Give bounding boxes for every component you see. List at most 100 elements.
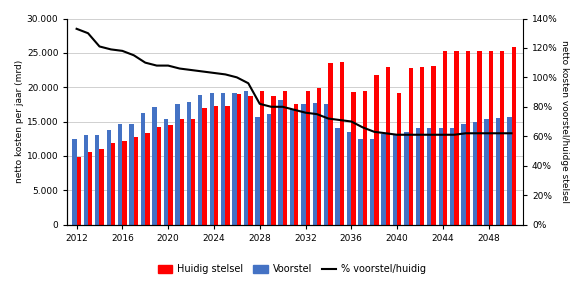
% voorstel/huidig [85, 31, 92, 35]
% voorstel/huidig [187, 68, 194, 72]
Bar [123, 141, 127, 224]
Bar [352, 92, 356, 224]
% voorstel/huidig [199, 70, 206, 73]
Bar [317, 88, 321, 224]
Bar [477, 51, 482, 224]
% voorstel/huidig [165, 64, 172, 67]
Bar [489, 51, 493, 224]
Bar [278, 100, 283, 224]
Bar [267, 114, 271, 224]
Bar [381, 134, 385, 224]
Bar [409, 68, 413, 224]
% voorstel/huidig [302, 111, 309, 114]
Bar [374, 76, 378, 224]
Bar [271, 96, 276, 224]
Bar [260, 91, 264, 224]
Bar [106, 130, 111, 224]
% voorstel/huidig [359, 126, 366, 129]
% voorstel/huidig [416, 133, 423, 136]
% voorstel/huidig [508, 132, 515, 135]
Bar [225, 106, 230, 224]
Bar [392, 134, 397, 224]
% voorstel/huidig [325, 117, 332, 120]
Y-axis label: netto kosten voorstel/huidge stelsel: netto kosten voorstel/huidge stelsel [560, 40, 569, 203]
Bar [152, 107, 157, 224]
% voorstel/huidig [234, 76, 241, 79]
Bar [99, 149, 104, 224]
% voorstel/huidig [394, 133, 401, 136]
% voorstel/huidig [96, 45, 103, 48]
Bar [191, 119, 196, 224]
Bar [248, 96, 253, 224]
Bar [347, 132, 352, 224]
Bar [385, 67, 390, 224]
Bar [141, 113, 145, 224]
Bar [203, 108, 207, 224]
Bar [512, 47, 516, 224]
Bar [507, 117, 512, 224]
Bar [214, 106, 218, 224]
% voorstel/huidig [405, 133, 412, 136]
Bar [427, 128, 432, 224]
Bar [164, 119, 168, 224]
Bar [312, 103, 317, 224]
Bar [283, 91, 287, 224]
Line: % voorstel/huidig: % voorstel/huidig [77, 29, 512, 135]
% voorstel/huidig [348, 120, 355, 123]
Bar [416, 128, 420, 224]
% voorstel/huidig [336, 118, 343, 122]
Bar [484, 119, 489, 224]
Bar [335, 128, 340, 224]
Bar [145, 133, 150, 224]
Bar [244, 91, 248, 224]
Bar [77, 157, 81, 224]
Bar [466, 51, 470, 224]
Bar [500, 51, 505, 224]
Bar [432, 66, 436, 224]
Bar [290, 109, 294, 224]
% voorstel/huidig [142, 61, 149, 64]
Bar [473, 122, 477, 224]
Bar [210, 93, 214, 224]
Bar [88, 153, 92, 224]
% voorstel/huidig [474, 132, 481, 135]
Bar [168, 125, 172, 224]
Bar [175, 104, 180, 224]
Bar [237, 94, 241, 224]
% voorstel/huidig [119, 49, 126, 53]
% voorstel/huidig [428, 133, 435, 136]
Bar [130, 124, 134, 224]
Bar [187, 102, 191, 224]
Bar [363, 91, 367, 224]
Bar [301, 104, 305, 224]
Bar [324, 104, 328, 224]
% voorstel/huidig [130, 53, 137, 57]
Bar [443, 52, 447, 224]
Bar [221, 93, 225, 224]
Bar [305, 91, 310, 224]
% voorstel/huidig [176, 67, 183, 70]
Bar [450, 128, 454, 224]
% voorstel/huidig [153, 64, 160, 67]
Y-axis label: netto kosten per jaar (mrd): netto kosten per jaar (mrd) [15, 60, 24, 183]
Bar [84, 134, 88, 224]
% voorstel/huidig [314, 112, 321, 116]
% voorstel/huidig [496, 132, 503, 135]
Bar [370, 139, 374, 224]
Bar [404, 132, 409, 224]
Bar [118, 124, 123, 224]
% voorstel/huidig [485, 132, 492, 135]
Bar [232, 93, 237, 224]
% voorstel/huidig [267, 105, 274, 108]
Bar [420, 67, 425, 224]
Bar [180, 119, 184, 224]
% voorstel/huidig [107, 48, 114, 51]
Bar [397, 93, 401, 224]
Bar [134, 137, 138, 224]
Bar [111, 143, 115, 224]
Bar [157, 127, 161, 224]
Bar [496, 118, 500, 224]
Bar [95, 134, 99, 224]
Bar [461, 124, 466, 224]
% voorstel/huidig [210, 71, 217, 75]
